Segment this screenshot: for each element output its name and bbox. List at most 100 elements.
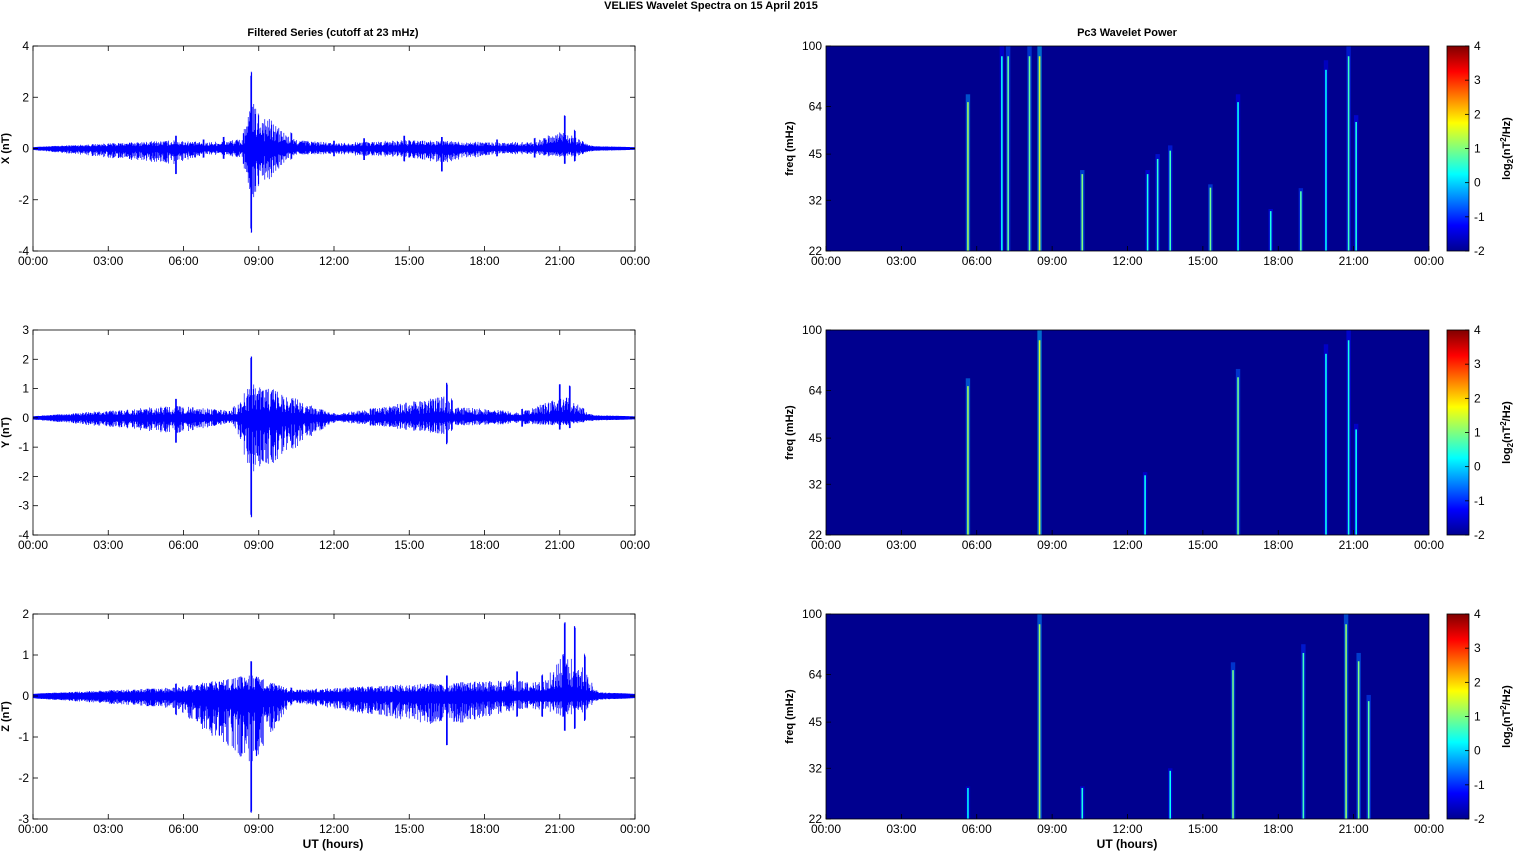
y-axis-label: freq (mHz) [784, 689, 796, 744]
power-burst [1156, 158, 1159, 251]
y-tick-label: 1 [22, 382, 29, 396]
y-tick-label: 3 [22, 323, 29, 337]
y-tick-label: 2 [22, 352, 29, 366]
y-tick-label: -4 [18, 244, 29, 258]
y-tick-label: 2 [22, 607, 29, 621]
y-axis-label: X (nT) [0, 133, 12, 164]
y-tick-label: 32 [809, 477, 823, 491]
spectrogram-background [826, 330, 1429, 535]
y-tick-label: 22 [809, 244, 823, 258]
y-tick-label: 45 [809, 715, 823, 729]
x-tick-label: 06:00 [962, 254, 992, 268]
colorbar-tick-label: 3 [1474, 73, 1481, 87]
x-tick-label: 00:00 [811, 822, 841, 836]
y-axis-label: Z (nT) [0, 701, 12, 732]
x-tick-label: 12:00 [319, 254, 349, 268]
power-burst [967, 102, 969, 251]
colorbar-label: log2(nT2/Hz) [1499, 401, 1515, 464]
x-tick-label: 12:00 [319, 538, 349, 552]
y-tick-label: 32 [809, 193, 823, 207]
x-tick-label: 12:00 [319, 822, 349, 836]
y-tick-label: -4 [18, 528, 29, 542]
x-tick-label: 03:00 [886, 822, 916, 836]
y-tick-label: 32 [809, 761, 823, 775]
x-tick-label: 21:00 [1339, 822, 1369, 836]
colorbar-label: log2(nT2/Hz) [1499, 685, 1515, 748]
trace-line [33, 622, 635, 813]
x-tick-label: 00:00 [18, 538, 48, 552]
x-tick-label: 18:00 [1263, 822, 1293, 836]
colorbar-tick-label: 0 [1474, 460, 1481, 474]
x-tick-label: 00:00 [620, 822, 650, 836]
y-tick-label: 0 [22, 411, 29, 425]
power-burst [1169, 770, 1172, 819]
x-tick-label: 09:00 [244, 538, 274, 552]
y-tick-label: 45 [809, 147, 823, 161]
y-tick-label: -3 [18, 499, 29, 513]
spectrogram-background [826, 46, 1429, 251]
x-tick-label: 03:00 [886, 538, 916, 552]
power-burst [1007, 56, 1009, 251]
y-tick-label: 64 [809, 99, 823, 113]
power-burst [1146, 174, 1149, 251]
x-tick-label: 09:00 [1037, 254, 1067, 268]
trace-line [33, 356, 635, 518]
x-tick-label: 00:00 [1414, 538, 1444, 552]
x-tick-label: 12:00 [1112, 254, 1142, 268]
x-tick-label: 21:00 [1339, 538, 1369, 552]
x-tick-label: 15:00 [394, 822, 424, 836]
x-tick-label: 00:00 [811, 538, 841, 552]
y-tick-label: 0 [22, 689, 29, 703]
power-burst [1355, 429, 1357, 535]
y-axis-label: Y (nT) [0, 417, 12, 448]
power-burst [1001, 56, 1003, 251]
colorbar-tick-label: 1 [1474, 710, 1481, 724]
panels-group: -4 -2 0 2 4 00:00 03:00 06:00 09:00 12:00 15:00 18:… [0, 39, 1515, 836]
power-burst [1081, 174, 1084, 251]
power-burst [1367, 701, 1370, 819]
x-tick-label: 09:00 [1037, 538, 1067, 552]
colorbar-tick-label: 4 [1474, 607, 1481, 621]
x-tick-label: 15:00 [394, 254, 424, 268]
power-burst [967, 787, 969, 819]
y-tick-label: -2 [18, 193, 29, 207]
x-tick-label: 21:00 [545, 822, 575, 836]
x-tick-label: 00:00 [620, 538, 650, 552]
power-burst [1355, 121, 1357, 251]
y-tick-label: 22 [809, 528, 823, 542]
x-tick-label: 15:00 [1188, 538, 1218, 552]
timeseries-panel-3: -3 -2 -1 0 1 2 00:00 03:00 06:00 09:00 12:00 15:00 1… [0, 607, 650, 836]
power-burst [1232, 670, 1234, 819]
y-tick-label: -2 [18, 469, 29, 483]
power-burst [1209, 187, 1212, 251]
plot-frame [32, 329, 636, 536]
x-tick-label: 15:00 [1188, 822, 1218, 836]
colorbar-tick-label: 3 [1474, 357, 1481, 371]
colorbar-tick-label: 2 [1474, 107, 1481, 121]
right-column-title: Pc3 Wavelet Power [1077, 27, 1178, 39]
power-burst [1325, 353, 1327, 535]
x-tick-label: 06:00 [168, 822, 198, 836]
x-tick-label: 00:00 [18, 822, 48, 836]
power-burst [1325, 69, 1327, 252]
power-burst [1038, 340, 1041, 535]
x-tick-label: 21:00 [545, 254, 575, 268]
timeseries-panel-1: -4 -2 0 2 4 00:00 03:00 06:00 09:00 12:00 15:00 18:… [0, 39, 650, 268]
plot-frame [32, 613, 636, 820]
x-tick-label: 00:00 [620, 254, 650, 268]
y-tick-label: 45 [809, 431, 823, 445]
x-tick-label: 06:00 [962, 538, 992, 552]
y-tick-label: -2 [18, 771, 29, 785]
colorbar-tick-label: 2 [1474, 391, 1481, 405]
power-burst [1169, 150, 1172, 251]
spectrogram-background [826, 614, 1429, 819]
x-tick-label: 09:00 [244, 822, 274, 836]
figure-title: VELIES Wavelet Spectra on 15 April 2015 [604, 0, 818, 12]
x-tick-label: 12:00 [1112, 822, 1142, 836]
x-tick-label: 18:00 [1263, 254, 1293, 268]
y-tick-label: -1 [18, 730, 29, 744]
colorbar-tick-label: -2 [1474, 812, 1485, 826]
